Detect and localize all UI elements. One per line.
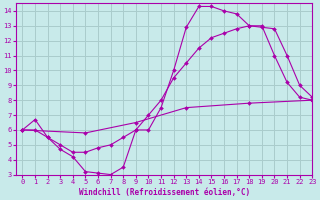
X-axis label: Windchill (Refroidissement éolien,°C): Windchill (Refroidissement éolien,°C) bbox=[79, 188, 250, 197]
